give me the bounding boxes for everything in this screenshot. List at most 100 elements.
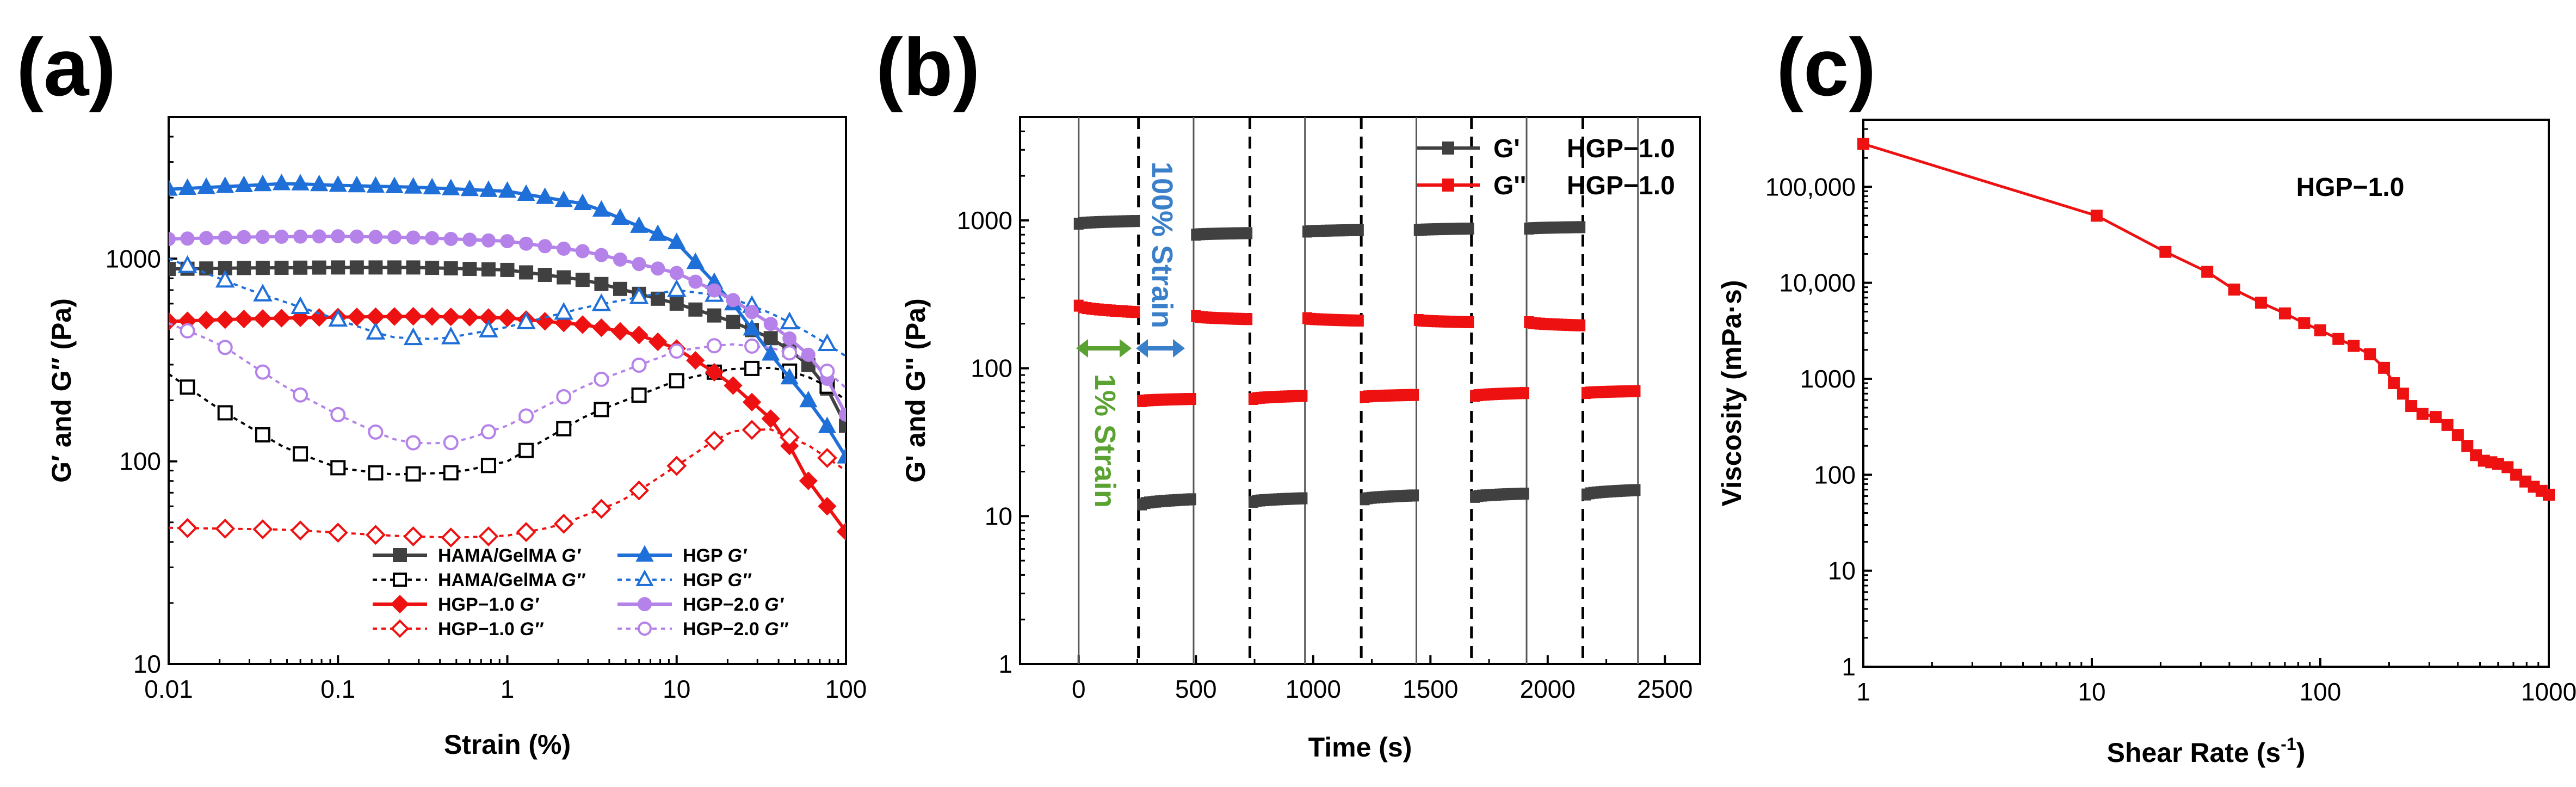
a-y-tick-label: 100	[119, 447, 161, 476]
a-y-tick-label: 1000	[106, 244, 161, 273]
a-x-tick-label: 100	[825, 675, 867, 703]
c-data-point	[2543, 488, 2555, 501]
b-data-point	[1243, 313, 1253, 325]
b-data-point	[1354, 224, 1364, 236]
a-data-point	[234, 175, 253, 192]
a-data-point	[666, 279, 687, 297]
a-legend-label-base: HGP−1.0	[438, 619, 520, 640]
a-data-point	[666, 456, 687, 476]
a-data-point	[763, 317, 778, 331]
a-data-point	[215, 269, 235, 288]
a-legend-label: HGP−2.0 G″	[683, 619, 789, 640]
a-data-point	[818, 416, 836, 433]
a-legend-label: HAMA/GelMA G″	[438, 570, 586, 591]
a-data-point	[462, 232, 477, 247]
a-legend-label-mod: G′	[520, 594, 539, 615]
a-data-point	[538, 239, 552, 254]
a-series-line	[169, 322, 846, 445]
b-segment	[1248, 390, 1308, 508]
a-data-point	[554, 313, 573, 333]
a-data-point	[442, 179, 460, 195]
a-data-point	[801, 347, 816, 362]
c-x-axis-label-sup: -1	[2281, 734, 2296, 754]
a-data-point	[837, 447, 846, 464]
b-data-point	[1298, 492, 1308, 505]
a-data-point	[516, 522, 536, 542]
c-x-tick-label: 100	[2300, 678, 2342, 706]
a-legend-marker	[390, 594, 410, 614]
a-data-point	[366, 322, 386, 340]
b-x-tick-label: 2500	[1637, 675, 1692, 703]
a-x-tick-label: 10	[663, 675, 690, 703]
a-legend-label-base: HGP	[683, 570, 728, 591]
a-data-point	[648, 332, 668, 352]
a-data-point	[178, 178, 197, 195]
a-data-point	[554, 302, 574, 320]
b-data-point	[1464, 222, 1474, 235]
a-data-point	[631, 387, 647, 403]
a-data-point	[478, 526, 499, 546]
a-data-point	[368, 260, 383, 275]
a-data-point	[518, 442, 534, 458]
c-y-tick-label: 100	[1814, 460, 1856, 489]
a-series-line	[169, 428, 846, 539]
a-data-point	[423, 177, 441, 195]
a-data-point	[594, 371, 609, 387]
a-data-point	[349, 260, 364, 275]
a-data-point	[839, 407, 846, 422]
a-data-point	[330, 460, 346, 476]
a-data-point	[669, 373, 684, 389]
a-data-point	[611, 208, 629, 225]
a-legend-label-mod: G′	[728, 545, 748, 566]
a-data-point	[255, 427, 270, 442]
a-data-point	[707, 308, 721, 323]
a-data-point	[406, 260, 421, 275]
a-data-point	[423, 307, 442, 326]
b-high-strain-label: 100% Strain	[1146, 162, 1178, 328]
a-legend: HAMA/GelMA G′HAMA/GelMA G″HGP−1.0 G′HGP−…	[373, 545, 789, 640]
a-data-point	[197, 311, 216, 330]
a-data-point	[406, 230, 421, 245]
a-data-point	[573, 193, 592, 211]
b-segment	[1073, 215, 1140, 318]
a-data-point	[441, 308, 460, 327]
a-data-point	[742, 392, 762, 411]
a-data-point	[498, 181, 517, 198]
b-legend: G' HGP−1.0 G'' HGP−1.0	[1417, 134, 1675, 200]
a-data-point	[668, 232, 686, 249]
a-legend-label: HGP−2.0 G′	[683, 594, 784, 615]
b-high-strain-arrow-left	[1136, 339, 1148, 358]
a-legend-marker	[635, 545, 654, 562]
c-y-tick-label: 1	[1842, 653, 1856, 681]
c-data-point	[2430, 411, 2442, 423]
a-data-point	[291, 174, 310, 190]
a-data-point	[745, 305, 759, 319]
b-segment	[1360, 389, 1419, 506]
a-legend-label: HGP−1.0 G″	[438, 619, 544, 640]
a-data-point	[518, 408, 534, 424]
a-data-point	[481, 262, 496, 276]
a-data-point	[763, 331, 778, 346]
a-data-point	[460, 308, 479, 327]
a-plot-area	[169, 174, 846, 548]
a-series	[169, 420, 846, 548]
a-data-point	[744, 338, 760, 354]
a-data-point	[592, 200, 610, 217]
a-x-axis-label: Strain (%)	[444, 729, 571, 760]
a-data-point	[312, 229, 326, 244]
c-data-point	[2405, 400, 2418, 413]
a-legend-label-mod: G″	[764, 619, 788, 640]
a-data-point	[330, 407, 346, 422]
a-data-point	[592, 318, 611, 337]
a-data-point	[686, 252, 705, 269]
a-series	[169, 322, 846, 451]
a-data-point	[180, 379, 195, 395]
a-data-point	[481, 233, 496, 248]
b-data-point	[1298, 390, 1308, 402]
a-data-point	[348, 175, 366, 193]
a-legend-label-mod: G′	[764, 594, 784, 615]
a-data-point	[688, 302, 703, 317]
b-y-axis-label: G' and G'' (Pa)	[900, 298, 931, 482]
b-low-strain-arrow-left	[1076, 339, 1088, 358]
a-data-point	[782, 345, 798, 361]
